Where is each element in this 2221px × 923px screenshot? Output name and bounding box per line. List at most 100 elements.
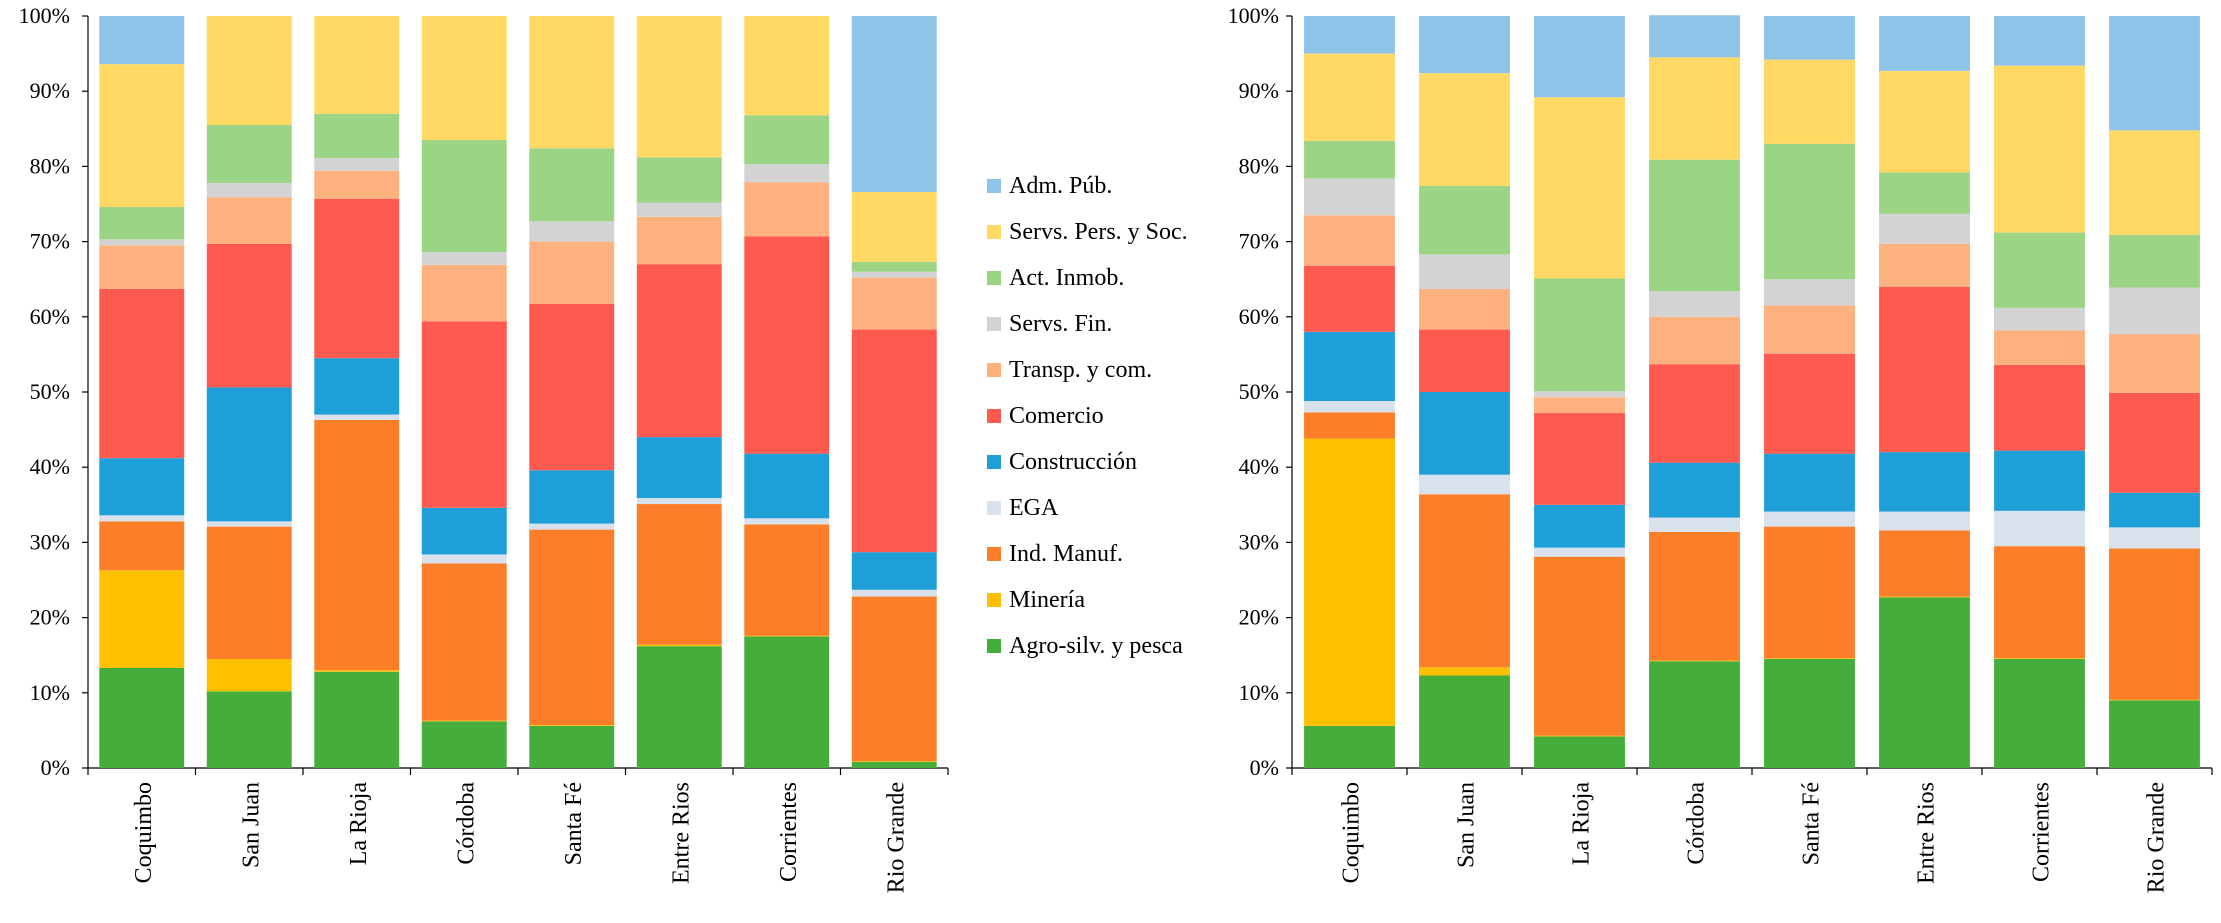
left-bar-corrientes-servs-pers-y-soc	[744, 16, 830, 116]
right-bar-la-rioja-adm-pub	[1534, 16, 1625, 98]
left-bar-corrientes-mineria	[744, 635, 830, 637]
left-bar-la-rioja-mineria	[314, 670, 400, 672]
right-bar-san-juan-transp-y-com	[1419, 288, 1510, 330]
right-y-tick-label: 80%	[1239, 153, 1279, 178]
right-bar-la-rioja-transp-y-com	[1534, 397, 1625, 414]
left-bar-coquimbo-transp-y-com	[99, 245, 185, 289]
left-category-label-coquimbo: Coquimbo	[131, 782, 157, 883]
left-bar-san-juan-servs-pers-y-soc	[206, 16, 292, 126]
right-y-tick-label: 60%	[1239, 304, 1279, 329]
right-bar-cordoba-servs-fin	[1649, 291, 1740, 317]
right-bar-san-juan-agro-silv-y-pesca	[1419, 675, 1510, 768]
right-bar-santa-fe-construccion	[1764, 453, 1855, 512]
left-bar-coquimbo-servs-fin	[99, 239, 185, 246]
left-bar-santa-fe-servs-fin	[529, 221, 615, 242]
right-category-label-la-rioja: La Rioja	[1569, 782, 1595, 866]
right-bar-entre-rios-comercio	[1879, 286, 1970, 453]
right-bar-rio-grande-transp-y-com	[2109, 334, 2200, 393]
right-bar-cordoba-ind-manuf	[1649, 531, 1740, 661]
right-bar-san-juan-ega	[1419, 474, 1510, 495]
right-bar-corrientes-transp-y-com	[1994, 330, 2085, 365]
left-bar-cordoba-mineria	[421, 720, 507, 722]
left-y-tick-label: 50%	[30, 379, 70, 404]
right-bar-cordoba-construccion	[1649, 462, 1740, 518]
left-y-tick-label: 80%	[30, 153, 70, 178]
left-bar-rio-grande-servs-fin	[851, 271, 937, 278]
right-bar-santa-fe-comercio	[1764, 353, 1855, 454]
right-bar-coquimbo-agro-silv-y-pesca	[1304, 725, 1395, 768]
right-y-tick-label: 30%	[1239, 529, 1279, 554]
right-bar-santa-fe-act-inmob	[1764, 143, 1855, 280]
legend: Adm. Púb. Servs. Pers. y Soc. Act. Inmob. S…	[987, 173, 1188, 659]
left-bar-santa-fe-mineria	[529, 725, 615, 726]
right-bar-la-rioja-servs-fin	[1534, 391, 1625, 398]
right-bar-corrientes-agro-silv-y-pesca	[1994, 658, 2085, 768]
right-bar-coquimbo-servs-fin	[1304, 178, 1395, 216]
right-bar-corrientes-ind-manuf	[1994, 546, 2085, 659]
right-y-tick-label: 70%	[1239, 229, 1279, 254]
left-bar-rio-grande-mineria	[851, 761, 937, 762]
left-bar-entre-rios-comercio	[636, 264, 722, 438]
left-bar-san-juan-mineria	[206, 658, 292, 692]
left-bar-santa-fe-act-inmob	[529, 148, 615, 222]
right-bar-corrientes-act-inmob	[1994, 232, 2085, 308]
left-category-label-santa-fe: Santa Fé	[561, 782, 587, 865]
left-y-tick-label: 90%	[30, 78, 70, 103]
right-category-label-coquimbo: Coquimbo	[1339, 782, 1365, 883]
left-bar-cordoba-agro-silv-y-pesca	[421, 721, 507, 768]
right-y-tick-label: 50%	[1239, 379, 1279, 404]
left-bar-cordoba-servs-pers-y-soc	[421, 16, 507, 141]
left-bar-corrientes-construccion	[744, 453, 830, 519]
right-bar-san-juan-construccion	[1419, 392, 1510, 475]
legend-label-act-inmob: Act. Inmob.	[1009, 265, 1124, 291]
left-category-label-entre-rios: Entre Rios	[668, 782, 694, 884]
left-bar-corrientes-agro-silv-y-pesca	[744, 636, 830, 768]
left-bar-santa-fe-servs-pers-y-soc	[529, 16, 615, 149]
left-bar-cordoba-act-inmob	[421, 140, 507, 253]
right-bar-la-rioja-agro-silv-y-pesca	[1534, 736, 1625, 768]
right-y-tick-label: 0%	[1250, 755, 1279, 780]
right-bar-coquimbo-ind-manuf	[1304, 412, 1395, 439]
left-bar-rio-grande-adm-pub	[851, 16, 937, 192]
right-bar-entre-rios-agro-silv-y-pesca	[1879, 597, 1970, 768]
right-bar-rio-grande-servs-fin	[2109, 287, 2200, 335]
legend-label-adm-pub: Adm. Púb.	[1009, 173, 1112, 199]
right-y-tick-label: 40%	[1239, 454, 1279, 479]
left-bar-san-juan-servs-fin	[206, 182, 292, 198]
legend-label-construccion: Construcción	[1009, 449, 1137, 475]
right-bar-rio-grande-comercio	[2109, 392, 2200, 493]
left-bar-santa-fe-transp-y-com	[529, 241, 615, 305]
right-bar-corrientes-comercio	[1994, 364, 2085, 451]
legend-swatch-mineria	[987, 593, 1001, 607]
left-bar-la-rioja-transp-y-com	[314, 170, 400, 199]
left-bar-san-juan-transp-y-com	[206, 197, 292, 244]
legend-label-ind-manuf: Ind. Manuf.	[1009, 541, 1123, 567]
right-bar-rio-grande-servs-pers-y-soc	[2109, 130, 2200, 235]
right-category-label-entre-rios: Entre Rios	[1914, 782, 1940, 884]
left-bar-santa-fe-ega	[529, 523, 615, 530]
legend-swatch-ega	[987, 501, 1001, 515]
left-bar-rio-grande-ind-manuf	[851, 596, 937, 762]
left-bar-santa-fe-agro-silv-y-pesca	[529, 725, 615, 768]
right-bar-cordoba-servs-pers-y-soc	[1649, 57, 1740, 160]
right-bar-entre-rios-ind-manuf	[1879, 530, 1970, 597]
left-bar-corrientes-ega	[744, 518, 830, 525]
left-bar-coquimbo-act-inmob	[99, 207, 185, 240]
right-bar-rio-grande-ind-manuf	[2109, 548, 2200, 700]
left-bar-cordoba-construccion	[421, 507, 507, 555]
right-category-label-corrientes: Corrientes	[2029, 782, 2055, 882]
left-y-tick-label: 30%	[30, 529, 70, 554]
legend-swatch-ind-manuf	[987, 547, 1001, 561]
left-bar-cordoba-ega	[421, 554, 507, 564]
left-bar-rio-grande-construccion	[851, 552, 937, 590]
left-bar-rio-grande-comercio	[851, 329, 937, 553]
left-bar-coquimbo-mineria	[99, 570, 185, 668]
right-bar-san-juan-comercio	[1419, 329, 1510, 392]
left-bar-rio-grande-agro-silv-y-pesca	[851, 761, 937, 768]
left-bar-coquimbo-ind-manuf	[99, 521, 185, 571]
left-bar-coquimbo-adm-pub	[99, 16, 185, 65]
left-bar-la-rioja-comercio	[314, 198, 400, 359]
right-bar-la-rioja-ega	[1534, 547, 1625, 557]
right-bar-coquimbo-servs-pers-y-soc	[1304, 53, 1395, 141]
